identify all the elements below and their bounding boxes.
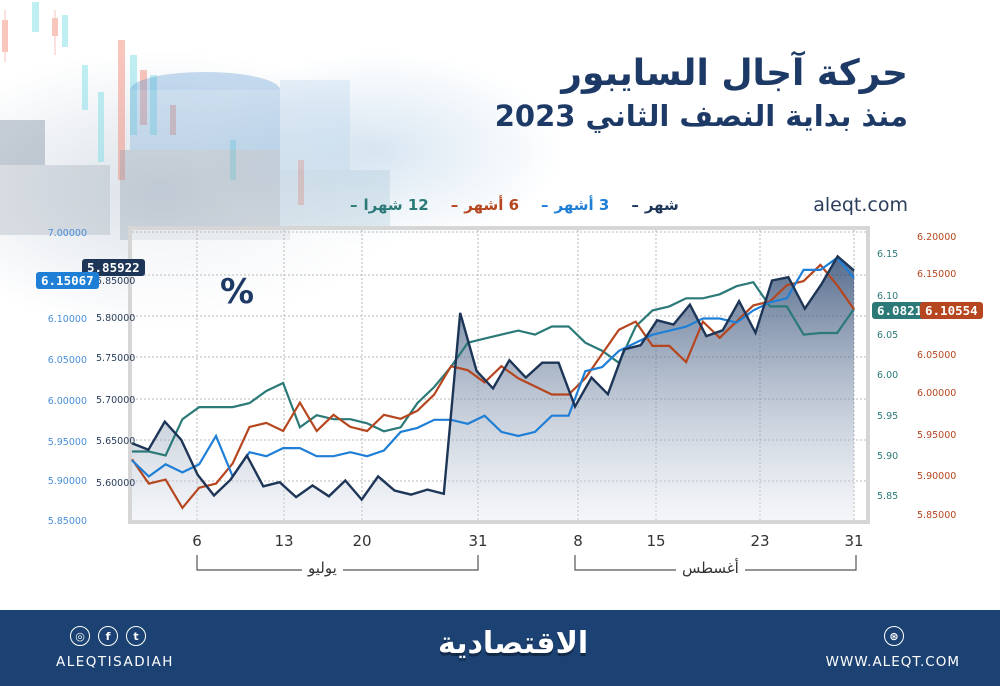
svg-text:15: 15	[646, 532, 665, 550]
legend-dash-icon: –	[541, 196, 549, 214]
svg-text:6.10000: 6.10000	[48, 314, 87, 325]
facebook-icon[interactable]: f	[98, 626, 118, 646]
svg-text:23: 23	[750, 532, 769, 550]
svg-text:6.00000: 6.00000	[48, 396, 87, 407]
line-12-months	[132, 280, 855, 457]
area-1m	[132, 256, 854, 520]
dribbble-globe-icon[interactable]: ⊛	[884, 626, 904, 646]
svg-text:5.75000: 5.75000	[96, 353, 135, 364]
chart-subtitle: منذ بداية النصف الثاني 2023	[494, 99, 908, 133]
svg-text:5.70000: 5.70000	[96, 395, 135, 406]
svg-text:20: 20	[352, 532, 371, 550]
title-block: حركة آجال السايبور منذ بداية النصف الثان…	[495, 52, 908, 136]
legend-label-6m: 6 أشهر	[464, 196, 520, 214]
svg-text:5.85000: 5.85000	[48, 516, 87, 527]
svg-text:5.95000: 5.95000	[48, 437, 87, 448]
tag-last-1m: 5.85922	[82, 259, 145, 276]
chart-canvas: 7.00000 6.10000 6.05000 6.00000 5.95000 5.900…	[48, 226, 957, 571]
svg-text:6.20000: 6.20000	[917, 232, 956, 243]
legend-dash-icon: –	[450, 196, 459, 214]
unit-label: %	[220, 272, 255, 312]
svg-text:31: 31	[844, 532, 863, 550]
legend-item-12m: 12 شهرا –	[350, 196, 429, 214]
brand-logo: الاقتصادية	[438, 626, 589, 661]
svg-text:5.90000: 5.90000	[917, 471, 956, 482]
social-handle[interactable]: ALEQTISADIAH	[56, 654, 174, 670]
legend-label-3m: 3 أشهر	[554, 196, 610, 214]
svg-text:5.95000: 5.95000	[917, 430, 956, 441]
legend-label-12m: 12 شهرا	[363, 196, 429, 214]
svg-text:6.05: 6.05	[877, 330, 898, 341]
axis-labels: 7.00000 6.10000 6.05000 6.00000 5.95000 5.900…	[48, 228, 957, 550]
line-1-month	[131, 254, 855, 502]
legend-item-3m: 3 أشهر –	[541, 196, 609, 214]
month-label-july: يوليو	[302, 559, 343, 577]
social-icons: ◎ f t	[70, 626, 146, 646]
tag-last-3m: 6.15067	[36, 272, 99, 289]
legend-dash-icon: –	[350, 196, 358, 214]
footer-bar: ◎ f t ALEQTISADIAH الاقتصادية ⊛ WWW.ALEQ…	[0, 610, 1000, 686]
tag-last-6m: 6.10554	[920, 302, 983, 319]
legend-item-6m: 6 أشهر –	[451, 196, 519, 214]
svg-text:6.15: 6.15	[877, 249, 898, 260]
svg-text:5.85000: 5.85000	[96, 276, 135, 287]
footer-website[interactable]: WWW.ALEQT.COM	[825, 654, 960, 670]
chart-title: حركة آجال السايبور	[561, 53, 908, 94]
svg-text:6.00000: 6.00000	[917, 388, 956, 399]
site-url: aleqt.com	[813, 194, 908, 216]
month-label-august: أغسطس	[676, 559, 745, 577]
svg-text:6.15000: 6.15000	[917, 269, 956, 280]
line-6-months	[131, 263, 855, 510]
svg-text:5.85000: 5.85000	[917, 510, 956, 521]
svg-text:13: 13	[274, 532, 293, 550]
legend-item-1m: شهر –	[631, 196, 678, 214]
legend-dash-icon: –	[631, 196, 639, 214]
svg-text:6: 6	[192, 532, 202, 550]
svg-text:6.05000: 6.05000	[48, 355, 87, 366]
chart-legend: شهر – 3 أشهر – 6 أشهر – 12 شهرا –	[350, 196, 679, 214]
svg-text:5.90000: 5.90000	[48, 476, 87, 487]
svg-text:6.00: 6.00	[877, 370, 898, 381]
twitter-icon[interactable]: t	[126, 626, 146, 646]
svg-text:5.65000: 5.65000	[96, 436, 135, 447]
svg-text:6.05000: 6.05000	[917, 350, 956, 361]
tag-last-12m: 6.0821	[872, 302, 928, 319]
svg-text:5.90: 5.90	[877, 451, 898, 462]
svg-text:8: 8	[573, 532, 583, 550]
background-candlesticks-icon	[0, 2, 390, 240]
svg-text:5.85: 5.85	[877, 491, 898, 502]
instagram-icon[interactable]: ◎	[70, 626, 90, 646]
svg-text:31: 31	[468, 532, 487, 550]
svg-text:6.10: 6.10	[877, 291, 898, 302]
svg-text:7.00000: 7.00000	[48, 228, 87, 239]
svg-text:5.95: 5.95	[877, 411, 898, 422]
svg-text:5.60000: 5.60000	[96, 478, 135, 489]
legend-label-1m: شهر	[644, 196, 679, 214]
svg-text:5.80000: 5.80000	[96, 313, 135, 324]
line-3-months	[131, 256, 855, 479]
